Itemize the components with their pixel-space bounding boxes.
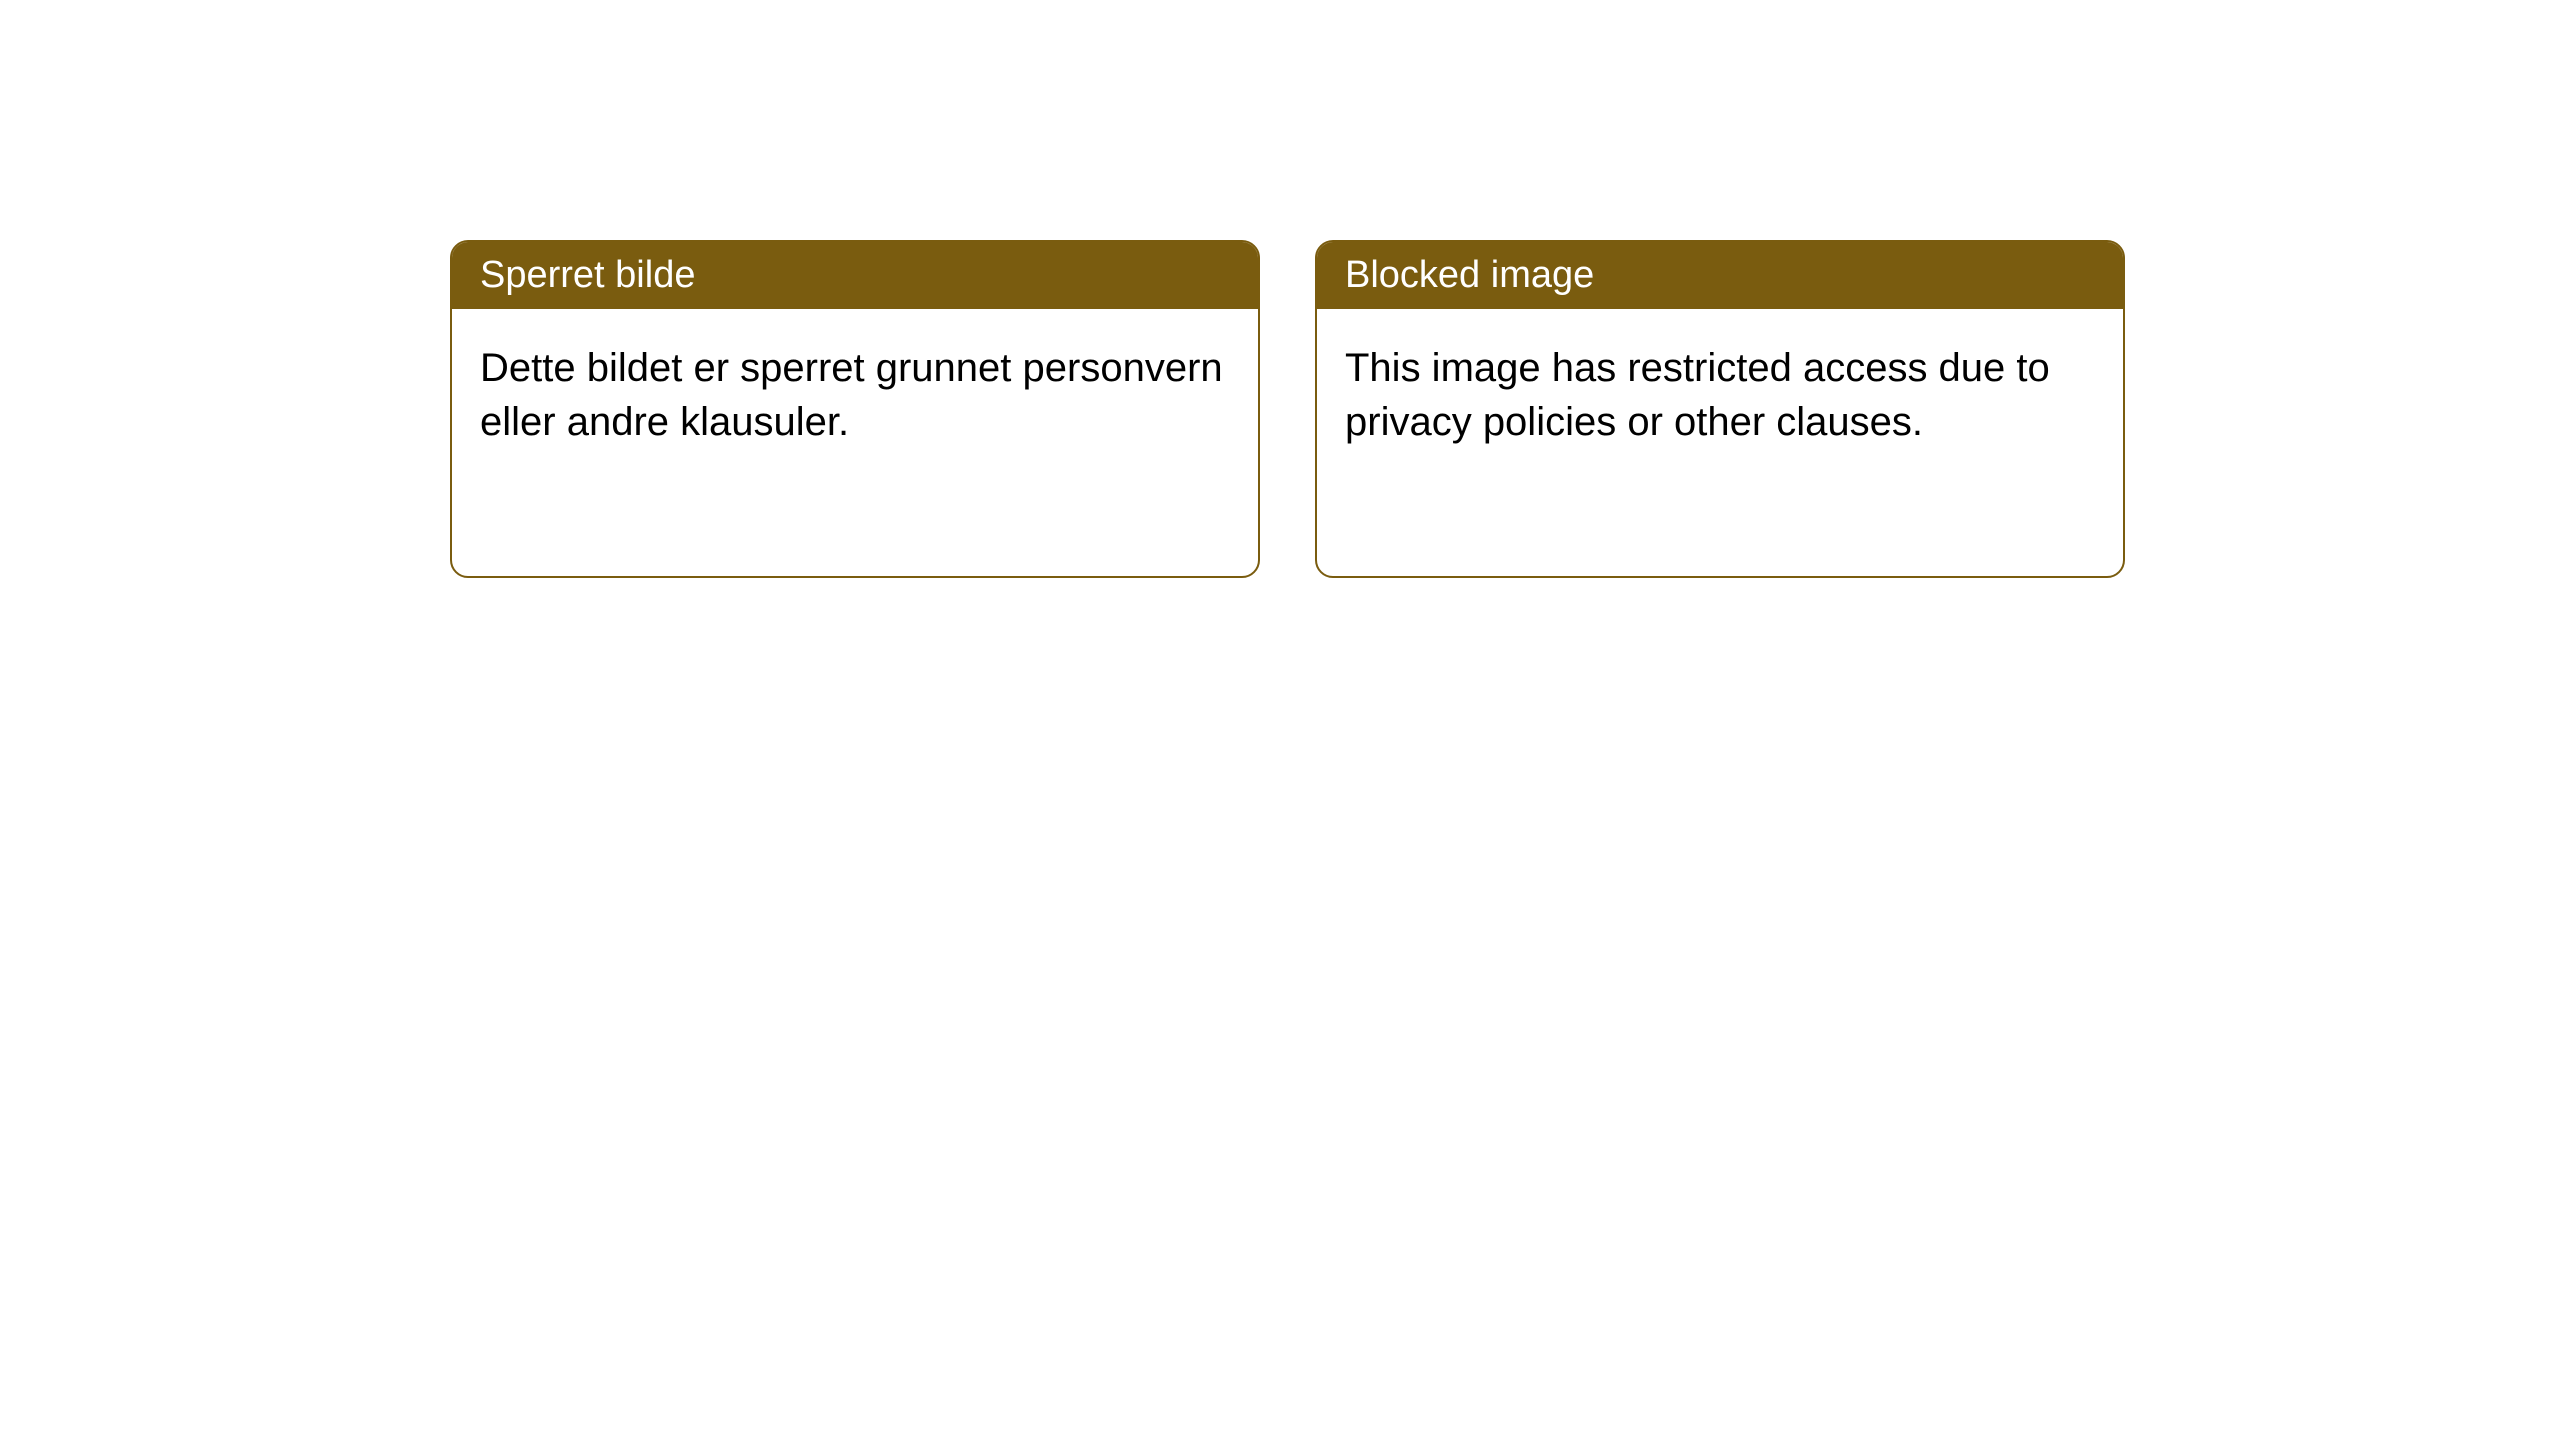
notice-body: This image has restricted access due to … [1317,309,2123,481]
notice-header: Blocked image [1317,242,2123,309]
notice-container: Sperret bilde Dette bildet er sperret gr… [0,0,2560,578]
notice-body: Dette bildet er sperret grunnet personve… [452,309,1258,481]
notice-card-english: Blocked image This image has restricted … [1315,240,2125,578]
notice-header: Sperret bilde [452,242,1258,309]
notice-card-norwegian: Sperret bilde Dette bildet er sperret gr… [450,240,1260,578]
